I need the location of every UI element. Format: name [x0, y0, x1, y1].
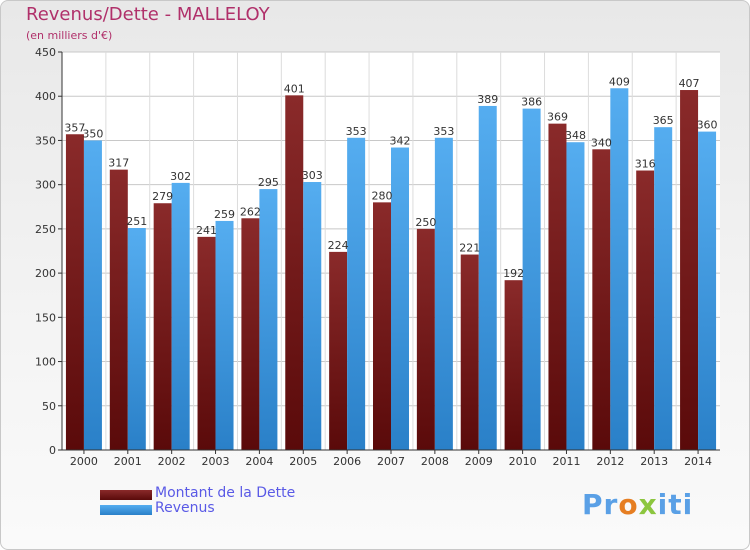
bar-revenus — [259, 189, 278, 451]
bar-revenus — [215, 220, 234, 450]
value-label-revenus: 353 — [433, 125, 454, 138]
y-tick-label: 50 — [42, 400, 56, 413]
chart-title: Revenus/Dette - MALLELOY — [26, 4, 270, 25]
y-tick-label: 300 — [35, 179, 56, 192]
bar-revenus — [391, 147, 409, 450]
y-tick-label: 250 — [35, 223, 56, 236]
bar-revenus — [478, 105, 497, 450]
bar-debt — [329, 251, 348, 450]
legend-swatch-revenus — [100, 505, 152, 515]
value-label-revenus: 348 — [565, 129, 586, 142]
bar-revenus — [698, 131, 717, 450]
value-label-debt: 317 — [108, 157, 129, 170]
legend-swatch-debt — [100, 490, 152, 500]
value-label-revenus: 302 — [170, 170, 191, 183]
bar-debt — [592, 149, 611, 451]
x-tick-label: 2000 — [70, 455, 98, 468]
proxiti-logo: Proxiti — [582, 488, 694, 521]
bar-debt — [460, 254, 479, 450]
x-tick-label: 2002 — [158, 455, 186, 468]
x-tick-label: 2005 — [289, 455, 317, 468]
value-label-debt: 279 — [152, 190, 173, 203]
value-label-debt: 224 — [328, 239, 349, 252]
bar-debt — [548, 123, 567, 450]
value-label-debt: 407 — [679, 77, 700, 90]
x-tick-label: 2003 — [202, 455, 230, 468]
bar-debt — [285, 95, 304, 451]
bar-revenus — [303, 182, 322, 450]
bar-debt — [241, 218, 260, 450]
value-label-debt: 192 — [503, 267, 524, 280]
value-label-debt: 250 — [415, 216, 436, 229]
y-tick-label: 350 — [35, 134, 56, 147]
value-label-revenus: 409 — [609, 75, 630, 88]
value-label-revenus: 303 — [302, 169, 323, 182]
bar-revenus — [566, 142, 585, 451]
y-tick-label: 200 — [35, 267, 56, 280]
bar-revenus — [522, 108, 541, 451]
bar-debt — [373, 202, 391, 450]
bar-revenus — [654, 127, 673, 450]
bar-debt — [504, 280, 523, 450]
x-tick-label: 2004 — [245, 455, 273, 468]
value-label-debt: 401 — [284, 82, 305, 95]
y-tick-label: 0 — [49, 444, 56, 457]
value-label-debt: 369 — [547, 111, 568, 124]
bar-debt — [680, 90, 699, 450]
value-label-debt: 340 — [591, 136, 612, 149]
bar-debt — [109, 169, 128, 450]
value-label-revenus: 365 — [653, 114, 674, 127]
legend-label-debt: Montant de la Dette — [155, 485, 296, 501]
chart-subtitle: (en milliers d'€) — [26, 29, 113, 42]
value-label-revenus: 259 — [214, 208, 235, 221]
bar-revenus — [347, 137, 366, 450]
x-tick-label: 2014 — [684, 455, 712, 468]
bar-debt — [416, 228, 435, 450]
y-tick-label: 100 — [35, 356, 56, 369]
bar-debt — [197, 236, 216, 450]
bar-revenus — [171, 182, 190, 451]
x-tick-label: 2011 — [552, 455, 580, 468]
y-tick-label: 150 — [35, 311, 56, 324]
value-label-debt: 221 — [459, 242, 480, 255]
value-label-revenus: 350 — [82, 127, 103, 140]
value-label-debt: 357 — [64, 121, 85, 134]
value-label-revenus: 295 — [258, 176, 279, 189]
value-label-debt: 241 — [196, 224, 217, 237]
value-label-debt: 280 — [372, 189, 393, 202]
x-tick-label: 2008 — [421, 455, 449, 468]
bar-debt — [153, 203, 172, 450]
x-tick-label: 2010 — [509, 455, 537, 468]
x-tick-label: 2006 — [333, 455, 361, 468]
bar-debt — [65, 134, 84, 450]
x-tick-label: 2012 — [596, 455, 624, 468]
bar-revenus — [127, 228, 146, 450]
value-label-debt: 262 — [240, 205, 261, 218]
value-label-revenus: 360 — [697, 119, 718, 132]
x-tick-label: 2001 — [114, 455, 142, 468]
value-label-revenus: 353 — [346, 125, 367, 138]
legend-label-revenus: Revenus — [155, 500, 215, 516]
value-label-revenus: 389 — [477, 93, 498, 106]
y-tick-label: 450 — [35, 46, 56, 59]
value-label-revenus: 342 — [390, 135, 411, 148]
value-label-debt: 316 — [635, 158, 656, 171]
bar-revenus — [83, 140, 102, 450]
value-label-revenus: 386 — [521, 96, 542, 109]
x-tick-label: 2009 — [465, 455, 493, 468]
x-tick-label: 2013 — [640, 455, 668, 468]
value-label-revenus: 251 — [126, 215, 147, 228]
x-tick-label: 2007 — [377, 455, 405, 468]
bar-debt — [636, 170, 655, 450]
bar-revenus — [610, 88, 629, 451]
y-tick-label: 400 — [35, 90, 56, 103]
bar-revenus — [434, 137, 453, 450]
